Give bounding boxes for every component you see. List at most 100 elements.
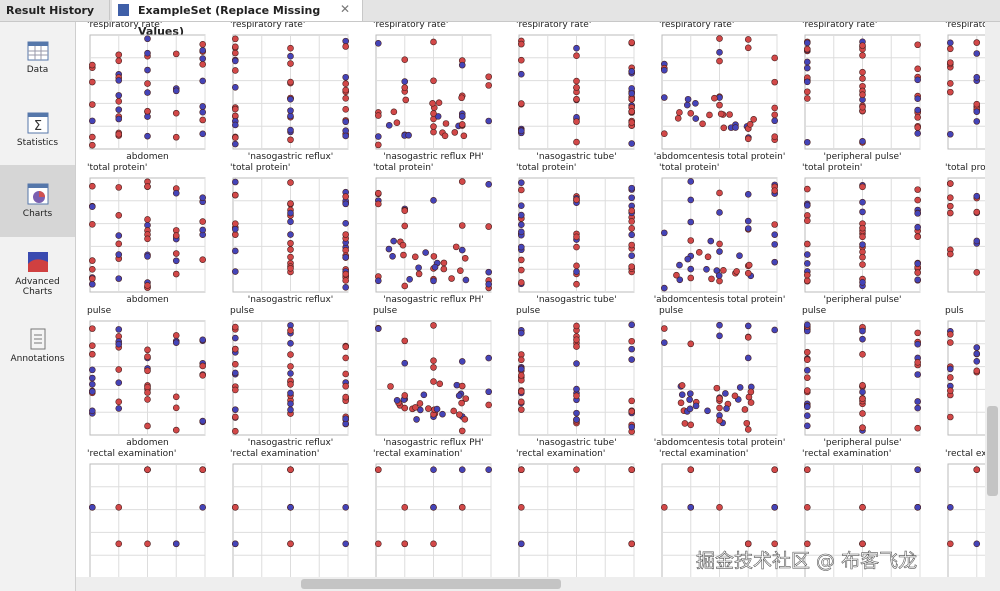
scatter-dot (374, 200, 382, 208)
scatter-dot (973, 50, 981, 57)
scatter-dot (628, 108, 636, 115)
scatter-dot (517, 266, 525, 274)
scatter-dot (232, 67, 239, 74)
sidebar-item[interactable]: Data (0, 40, 75, 75)
scatter-dot (771, 117, 779, 125)
scatter-dot (720, 124, 728, 132)
scatter-dot (573, 118, 580, 125)
scatter-dot (803, 217, 811, 225)
y-axis-label: 'rectal examination' (230, 449, 319, 459)
scatter-dot (973, 540, 981, 548)
scatter-dot (115, 251, 123, 258)
scatter-dot (172, 109, 180, 117)
scatter-dot (287, 370, 294, 377)
scatter-dot (744, 225, 752, 232)
scatter-dot (699, 120, 706, 128)
scatter-dot (573, 243, 580, 251)
scatter-dot (914, 340, 922, 348)
sidebar-label: Statistics (16, 138, 59, 148)
scatter-dot (973, 358, 981, 365)
scatter-dot (914, 186, 922, 193)
x-axis-label: 'nasogastric tube' (536, 152, 616, 162)
scatter-dot (803, 504, 811, 511)
sidebar-item[interactable]: Annotations (0, 327, 75, 364)
scatter-dot (946, 80, 954, 87)
y-axis-label: 'total protein' (802, 163, 862, 173)
scatter-dot (88, 504, 96, 511)
scatter-dot (342, 284, 350, 291)
scatter-dot (144, 367, 151, 375)
y-axis-label: 'respiratory rate' (87, 22, 162, 30)
scatter-dot (628, 252, 636, 260)
scatter-dot (199, 47, 206, 54)
tab[interactable]: Result History (0, 0, 110, 20)
scatter-dot (736, 252, 743, 260)
scatter-dot (628, 184, 636, 192)
scatter-dot (914, 223, 922, 231)
scatter-dot (88, 203, 96, 210)
scatter-dot (720, 267, 727, 274)
y-axis-label: 'respiratory rate' (802, 22, 877, 30)
scatter-dot (750, 115, 757, 123)
scatter-dot (628, 90, 636, 97)
scatter-dot (401, 540, 409, 548)
scatter-dot (517, 388, 525, 395)
scatter-dot (517, 243, 525, 251)
active-tab[interactable]: ExampleSet (Replace Missing Values) ✕ (112, 0, 363, 38)
scatter-dot (456, 411, 463, 418)
sidebar-item[interactable]: Advanced Charts (0, 250, 75, 297)
scroll-thumb[interactable] (987, 406, 998, 496)
y-axis-label: 'total protein' (516, 163, 576, 173)
scatter-dot (687, 340, 695, 348)
y-axis-label: puls (945, 306, 964, 316)
scatter-dot (716, 417, 723, 424)
scatter-dot (172, 50, 180, 58)
scatter-dot (946, 250, 954, 258)
scatter-dot (859, 253, 866, 261)
scatter-dot (287, 126, 294, 134)
scatter-dot (287, 253, 294, 261)
sidebar-item[interactable]: Σ Statistics (0, 111, 75, 148)
scatter-dot (914, 329, 922, 337)
scatter-dot (115, 504, 123, 511)
scatter-dot (485, 280, 493, 288)
scatter-dot (803, 45, 811, 53)
scatter-dot (385, 122, 393, 129)
x-axis-label: 'nasogastric reflux' (248, 295, 334, 305)
plot-frame (947, 463, 985, 577)
scatter-dot (199, 504, 206, 511)
scroll-thumb[interactable] (301, 579, 561, 589)
scatter-dot (914, 106, 922, 114)
sidebar-item[interactable]: Charts (0, 182, 75, 219)
scatter-dot (573, 233, 580, 241)
y-axis-label: 'total protein' (373, 163, 433, 173)
scatter-dot (573, 84, 580, 91)
scatter-dot (172, 232, 180, 239)
scatter-dot (430, 540, 437, 548)
scatter-dot (401, 337, 409, 345)
scatter-dot (88, 325, 96, 332)
close-button[interactable]: ✕ (340, 2, 351, 16)
scatter-dot (287, 200, 294, 207)
scatter-dot (859, 42, 866, 49)
scatter-dot (803, 412, 811, 419)
scatter-dot (678, 382, 686, 389)
scatter-dot (342, 94, 350, 102)
scatter-dot (342, 254, 350, 261)
scatter-dot (678, 391, 686, 398)
scatter-dot (803, 185, 811, 193)
scatter-dot (232, 360, 239, 368)
icon (30, 328, 45, 350)
scatter-dot (88, 266, 96, 273)
scatter-dot (232, 268, 239, 275)
scatter-dot (517, 221, 525, 229)
scatter-dot (342, 343, 350, 351)
scatter-dot (342, 132, 350, 140)
scatter-dot (144, 183, 151, 190)
y-axis-label: pulse (373, 306, 398, 316)
scatter-dot (745, 261, 753, 269)
scatter-dot (287, 389, 294, 397)
scatter-dot (517, 186, 525, 194)
scatter-dot (628, 241, 636, 249)
scatter-dot (716, 35, 723, 42)
